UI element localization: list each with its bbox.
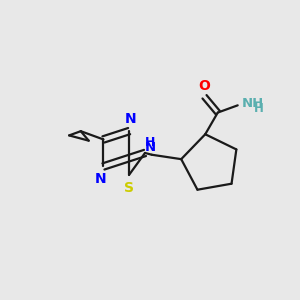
Text: N: N bbox=[125, 112, 136, 126]
Text: N: N bbox=[145, 141, 156, 154]
Text: S: S bbox=[124, 181, 134, 195]
Text: NH: NH bbox=[242, 98, 264, 110]
Text: H: H bbox=[254, 102, 264, 116]
Text: H: H bbox=[145, 136, 155, 149]
Text: N: N bbox=[95, 172, 106, 186]
Text: O: O bbox=[199, 79, 211, 93]
